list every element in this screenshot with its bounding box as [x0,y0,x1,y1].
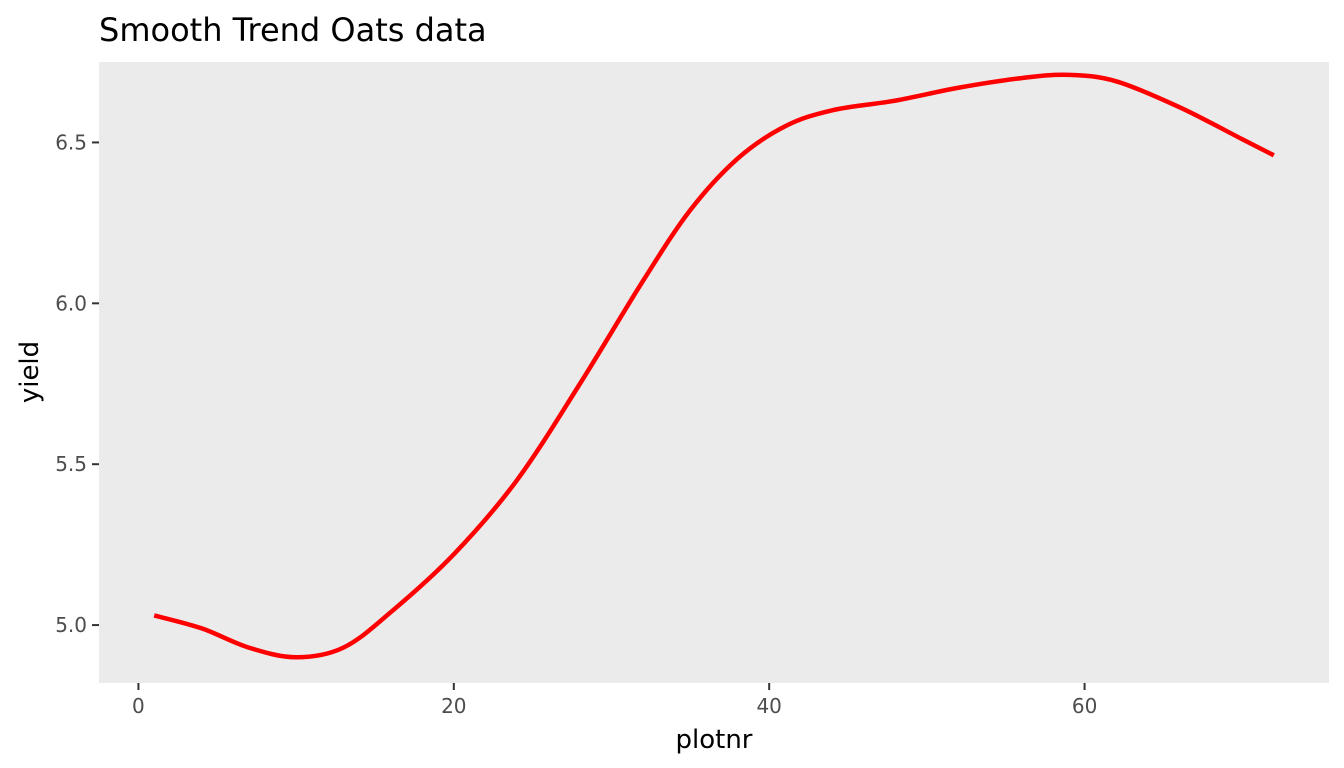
x-tick-label: 20 [441,694,466,718]
series-layer [153,72,1275,660]
series-line [153,72,1275,660]
y-tick-label: 6.5 [55,130,87,154]
y-axis: 5.0 5.5 6.0 6.5 [55,130,99,637]
x-tick-label: 60 [1072,694,1097,718]
x-axis-title: plotnr [676,725,753,755]
x-tick-label: 40 [756,694,781,718]
y-tick-label: 5.0 [55,613,87,637]
y-axis-title: yield [15,341,45,403]
plot-panel [99,62,1329,683]
y-tick-label: 6.0 [55,291,87,315]
y-tick-label: 5.5 [55,452,87,476]
x-axis: 0 20 40 60 [132,683,1097,718]
x-tick-label: 0 [132,694,145,718]
chart-title: Smooth Trend Oats data [99,11,487,49]
